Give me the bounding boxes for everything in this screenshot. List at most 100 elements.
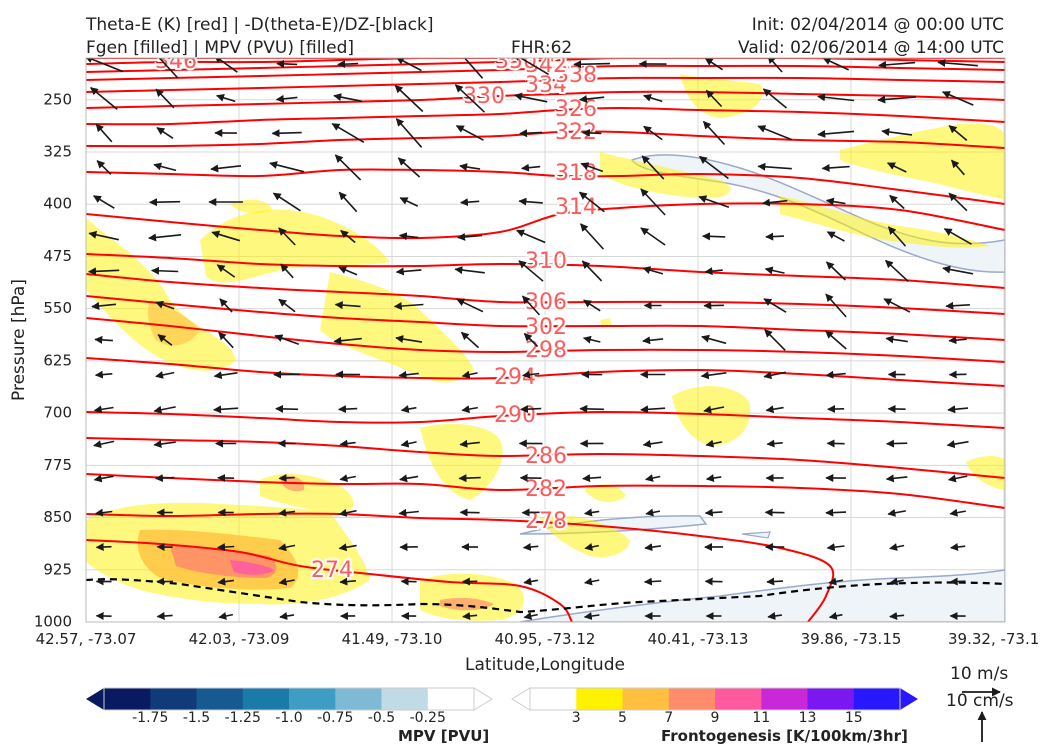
wind-vector	[278, 577, 295, 586]
wind-vector	[210, 164, 242, 173]
mpv-colorbar-swatch	[289, 688, 336, 710]
wind-vector	[400, 405, 417, 413]
wind-vector	[157, 334, 173, 346]
wind-vector	[395, 335, 423, 343]
mpv-colorbar-tick: -1.75	[132, 710, 168, 726]
wind-vector	[278, 508, 296, 517]
wind-vector	[397, 157, 421, 178]
wind-vector	[512, 58, 550, 76]
fgen-region	[780, 196, 990, 248]
wind-vector	[269, 161, 305, 173]
wind-vector	[764, 329, 786, 351]
valid-time: Valid: 02/06/2014 @ 14:00 UTC	[738, 38, 1004, 58]
wind-vector	[459, 439, 480, 448]
wind-vector	[580, 223, 604, 250]
y-tick-label: 475	[43, 247, 72, 265]
wind-vector	[155, 300, 175, 310]
wind-vector	[94, 335, 113, 344]
wind-vector	[156, 612, 173, 621]
wind-vector	[523, 332, 539, 348]
wind-vector	[155, 371, 175, 379]
wind-vector	[276, 59, 298, 68]
y-tick-label: 550	[43, 299, 72, 317]
wind-vector	[573, 60, 611, 69]
wind-vector	[644, 543, 662, 552]
wind-vector	[93, 474, 114, 483]
wind-vector	[582, 474, 602, 483]
fgen-colorbar-tick: 15	[845, 710, 863, 726]
wind-vector	[757, 125, 793, 141]
wind-vector	[88, 230, 119, 241]
wind-vector	[153, 440, 176, 448]
wind-vector	[272, 192, 301, 212]
mpv-colorbar-swatch	[196, 688, 244, 710]
plot-frame	[85, 57, 1006, 623]
y-tick-label: 250	[43, 90, 72, 108]
wind-vector	[945, 301, 970, 310]
wind-vector	[826, 231, 845, 242]
wind-vector	[275, 94, 298, 103]
theta-e-contour	[86, 90, 1005, 109]
wind-vector	[581, 260, 603, 282]
wind-vector	[211, 230, 241, 242]
wind-vector	[702, 120, 726, 146]
mpv-colorbar-extend	[473, 687, 493, 711]
mpv-colorbar-swatch	[104, 688, 151, 710]
wind-vector	[949, 508, 966, 517]
wind-vector	[400, 439, 417, 448]
theta-e-contour	[86, 539, 573, 622]
theta-e-label: 346	[155, 49, 197, 74]
wind-vector	[331, 123, 365, 143]
mpv-colorbar-frame	[103, 687, 475, 711]
wind-vector	[583, 612, 600, 620]
wind-vector	[520, 405, 542, 414]
wind-vector	[640, 227, 666, 246]
wind-vector	[583, 299, 601, 312]
wind-vector	[950, 543, 966, 551]
wind-vector	[705, 89, 723, 108]
wind-vector	[94, 508, 113, 517]
wind-vector	[763, 371, 786, 380]
wind-vector	[943, 228, 972, 245]
fgen-colorbar-extend	[900, 688, 918, 710]
mpv-colorbar-swatch	[242, 688, 290, 710]
wind-vector	[340, 229, 356, 244]
theta-e-contour	[86, 202, 1005, 240]
wind-vector	[947, 474, 968, 483]
fgen-colorbar-tick: 9	[711, 710, 720, 726]
wind-vector	[705, 439, 722, 448]
wind-vector	[885, 335, 908, 344]
theta-e-label: 310	[525, 249, 567, 274]
mpv-colorbar-swatch	[381, 688, 429, 710]
fgen-region	[148, 300, 200, 346]
wind-vector	[765, 405, 784, 414]
mpv-colorbar-tick: -0.5	[368, 710, 395, 726]
theta-e-contour	[86, 437, 1005, 479]
wind-vector	[584, 543, 599, 551]
wind-vector	[579, 404, 604, 413]
wind-vector	[463, 58, 484, 79]
theta-e-label: 290	[494, 403, 536, 428]
wind-vector	[153, 162, 177, 172]
wind-vector	[764, 266, 785, 275]
x-tick-label: 42.57, -73.07	[36, 630, 137, 648]
theta-e-label: 318	[555, 161, 597, 186]
theta-e-label: 350	[495, 49, 537, 74]
theta-e-label: 314	[555, 195, 597, 220]
theta-e-label: 274	[311, 558, 353, 583]
wind-vector	[948, 192, 968, 212]
wind-vector	[521, 163, 541, 172]
wind-vector	[889, 577, 904, 586]
wind-vector	[950, 159, 966, 176]
wind-vector	[460, 331, 480, 349]
wind-vector	[642, 266, 664, 275]
wind-vector	[881, 128, 913, 136]
fgen-region	[230, 560, 274, 575]
wind-vector	[522, 543, 539, 551]
wind-vector	[578, 191, 605, 213]
wind-vector	[885, 474, 908, 483]
wind-vector	[278, 227, 296, 246]
wind-vector	[826, 543, 845, 552]
mpv-colorbar-swatch	[150, 688, 198, 710]
wind-vectors	[86, 58, 978, 621]
